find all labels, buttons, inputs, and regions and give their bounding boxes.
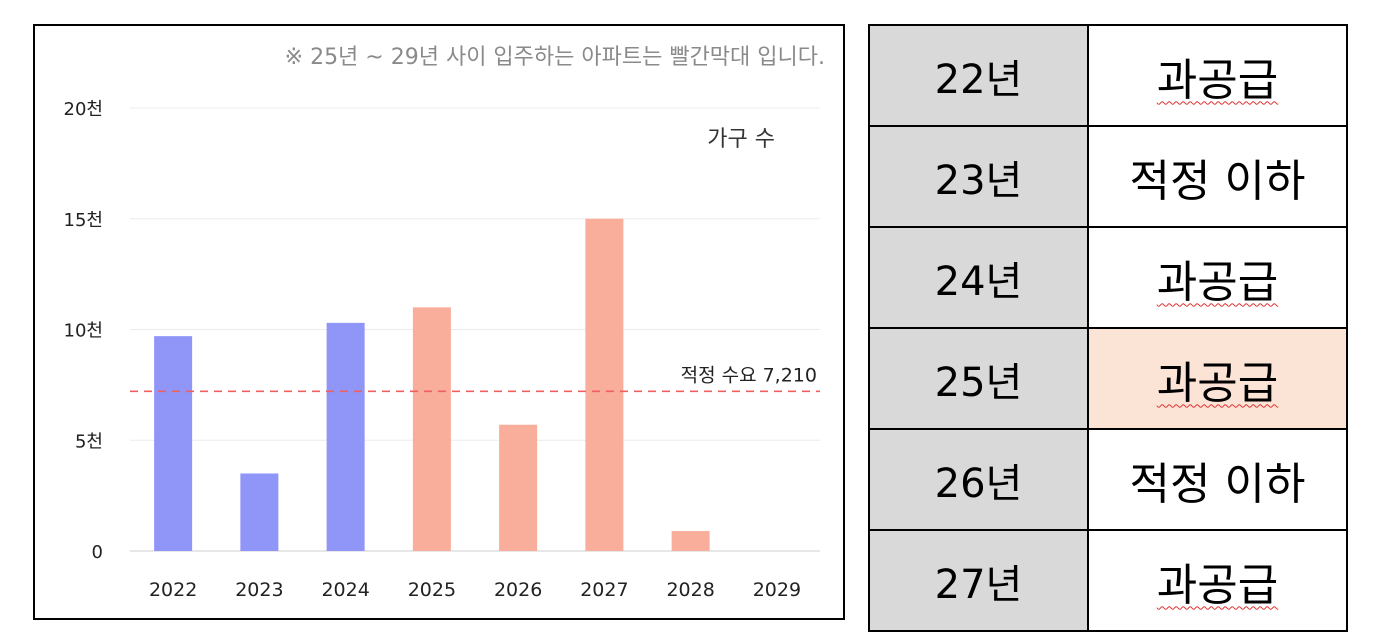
status-cell: 과공급 (1087, 327, 1348, 430)
y-tick-label: 20천 (64, 99, 103, 120)
year-cell: 24년 (868, 226, 1089, 329)
y-tick-label: 5천 (75, 431, 103, 452)
table-row: 26년 적정 이하 (868, 428, 1348, 531)
year-cell: 25년 (868, 327, 1089, 430)
status-cell: 과공급 (1087, 24, 1348, 127)
bar-chart: ※ 25년 ~ 29년 사이 입주하는 아파트는 빨간막대 입니다. 0 5천 10천… (64, 45, 825, 601)
status-cell: 적정 이하 (1087, 125, 1348, 228)
chart-panel: ※ 25년 ~ 29년 사이 입주하는 아파트는 빨간막대 입니다. 0 5천 10천… (33, 24, 845, 620)
table-row: 24년 과공급 (868, 226, 1348, 329)
status-label: 과공급 (1156, 357, 1279, 409)
x-tick-label: 2025 (408, 579, 456, 601)
bar-2025 (412, 307, 451, 551)
supply-status-table: 22년 과공급 23년 적정 이하 24년 과공급 25년 과공급 26년 적정 이하 27년 과공급 (868, 24, 1348, 632)
chart-note: ※ 25년 ~ 29년 사이 입주하는 아파트는 빨간막대 입니다. (285, 45, 825, 70)
table-row: 23년 적정 이하 (868, 125, 1348, 228)
year-cell: 23년 (868, 125, 1089, 228)
status-cell: 과공급 (1087, 226, 1348, 329)
status-label: 과공급 (1156, 256, 1279, 308)
bar-2028 (671, 531, 710, 551)
status-label: 적정 이하 (1129, 458, 1306, 510)
series-label: 가구 수 (707, 127, 775, 152)
bar-2026 (499, 424, 538, 551)
table-row: 27년 과공급 (868, 529, 1348, 632)
table-row: 22년 과공급 (868, 24, 1348, 127)
status-label: 적정 이하 (1129, 155, 1306, 207)
status-label: 과공급 (1156, 54, 1279, 106)
x-tick-label: 2026 (494, 579, 542, 601)
bar-2023 (240, 473, 279, 551)
x-tick-label: 2027 (580, 579, 628, 601)
y-tick-label: 0 (92, 542, 103, 563)
status-cell: 과공급 (1087, 529, 1348, 632)
x-tick-label: 2028 (666, 579, 714, 601)
table-row: 25년 과공급 (868, 327, 1348, 430)
y-tick-label: 15천 (64, 210, 103, 231)
x-tick-label: 2024 (321, 579, 369, 601)
reference-line-label: 적정 수요 7,210 (681, 364, 817, 386)
bar-2022 (154, 336, 193, 551)
x-tick-label: 2022 (149, 579, 197, 601)
bar-2024 (326, 322, 365, 551)
year-cell: 27년 (868, 529, 1089, 632)
y-tick-label: 10천 (64, 321, 103, 342)
x-tick-label: 2023 (235, 579, 283, 601)
bar-2027 (585, 218, 624, 551)
status-cell: 적정 이하 (1087, 428, 1348, 531)
year-cell: 26년 (868, 428, 1089, 531)
x-tick-label: 2029 (753, 579, 801, 601)
status-label: 과공급 (1156, 559, 1279, 611)
year-cell: 22년 (868, 24, 1089, 127)
